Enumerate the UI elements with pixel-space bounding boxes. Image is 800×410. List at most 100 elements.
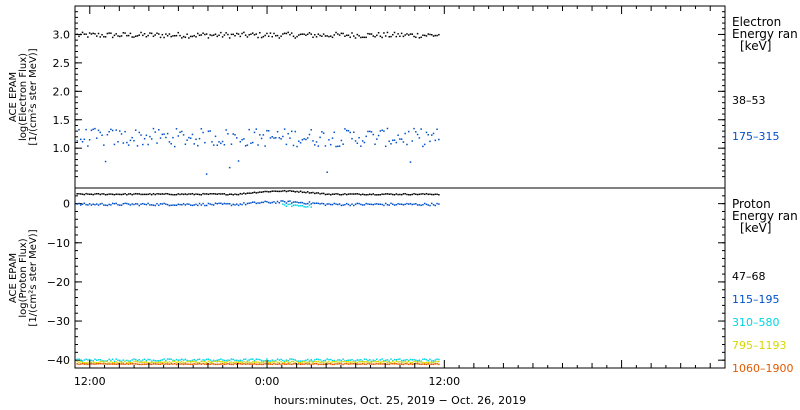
data-point (126, 202, 128, 205)
data-point (360, 359, 362, 361)
data-point (138, 193, 141, 195)
data-point (110, 363, 112, 365)
legend-title: [keV] (740, 221, 771, 235)
data-point (381, 358, 383, 360)
data-point (321, 192, 323, 195)
data-point (257, 363, 259, 366)
data-point (301, 139, 304, 141)
data-point (92, 361, 94, 363)
data-point (225, 194, 227, 196)
data-point (415, 362, 417, 365)
data-point (143, 361, 146, 363)
data-point (259, 361, 261, 364)
data-point (322, 33, 325, 35)
data-point (397, 202, 399, 205)
data-point (321, 131, 323, 133)
data-point (78, 35, 80, 38)
data-point (232, 361, 234, 364)
data-point (165, 192, 167, 195)
data-point (232, 358, 234, 361)
data-point (191, 359, 194, 362)
data-point (310, 33, 312, 35)
data-point (239, 363, 242, 365)
data-point (126, 34, 128, 37)
data-point (383, 204, 385, 207)
data-point (188, 136, 190, 139)
data-point (129, 193, 132, 195)
data-point (416, 133, 419, 136)
data-point (78, 193, 80, 195)
data-point (243, 138, 245, 140)
data-point (407, 203, 410, 205)
data-point (106, 360, 109, 363)
data-point (367, 362, 369, 365)
data-point (306, 358, 309, 361)
data-point (326, 193, 328, 196)
data-point (368, 193, 371, 196)
data-point (267, 35, 270, 38)
data-point (87, 363, 89, 366)
data-point (425, 131, 428, 134)
data-point (354, 362, 357, 364)
data-point (170, 358, 172, 360)
data-point (159, 359, 162, 362)
data-point (267, 201, 270, 204)
data-point (218, 360, 220, 363)
data-point (239, 359, 242, 362)
data-point (111, 358, 114, 361)
data-point (228, 166, 231, 169)
data-point (260, 137, 263, 140)
data-point (182, 359, 185, 361)
data-point (404, 203, 406, 206)
data-point (429, 363, 431, 366)
data-point (165, 136, 167, 139)
data-point (266, 200, 268, 203)
data-point (104, 193, 107, 196)
data-point (374, 360, 376, 363)
data-point (179, 363, 181, 365)
data-point (152, 204, 155, 206)
data-point (120, 360, 123, 363)
data-point (361, 36, 364, 39)
data-point (94, 363, 96, 365)
data-point (370, 361, 373, 364)
data-point (182, 361, 185, 364)
data-point (232, 203, 234, 206)
data-point (99, 203, 102, 205)
data-point (212, 363, 215, 365)
data-point (195, 359, 197, 362)
data-point (379, 363, 382, 365)
data-point (228, 359, 231, 362)
data-point (338, 145, 341, 147)
data-point (85, 203, 87, 206)
data-point (149, 32, 151, 34)
data-point (390, 193, 392, 195)
data-point (119, 359, 121, 362)
y-axis-label: log(Proton Flux) (18, 238, 29, 317)
data-point (407, 359, 410, 362)
data-point (301, 191, 304, 194)
data-point (264, 361, 266, 363)
data-point (175, 204, 178, 207)
data-point (349, 359, 351, 361)
data-point (131, 203, 133, 205)
data-point (308, 361, 311, 364)
data-point (376, 203, 378, 205)
data-point (204, 363, 206, 365)
data-point (335, 193, 337, 195)
data-point (283, 189, 286, 192)
data-point (351, 193, 353, 195)
data-point (372, 203, 375, 206)
data-point (296, 145, 298, 148)
data-point (328, 360, 330, 363)
data-point (266, 129, 268, 132)
data-point (142, 193, 144, 196)
data-point (416, 361, 419, 364)
data-point (244, 203, 247, 206)
data-point (402, 363, 405, 366)
data-point (292, 35, 295, 38)
data-point (287, 203, 289, 206)
data-point (149, 358, 151, 361)
data-point (234, 359, 236, 362)
data-point (147, 362, 149, 364)
